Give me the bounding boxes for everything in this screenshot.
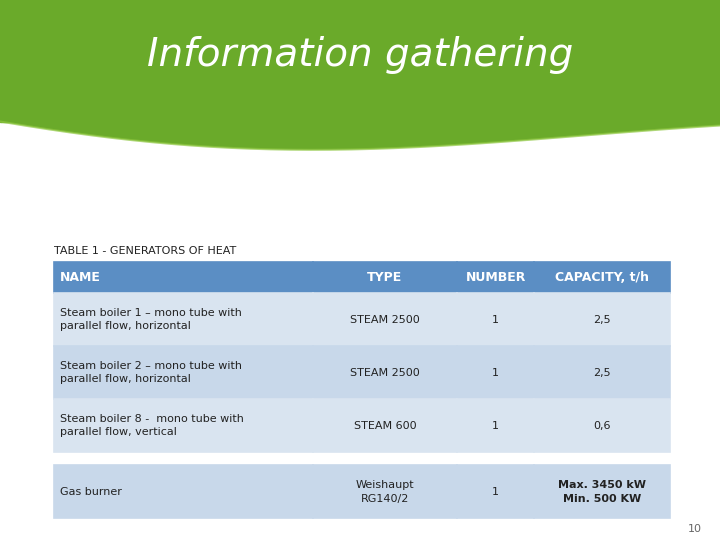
Text: 0,6: 0,6 bbox=[593, 421, 611, 430]
Text: STEAM 600: STEAM 600 bbox=[354, 421, 416, 430]
Bar bbox=[312, 399, 457, 452]
Text: 1: 1 bbox=[492, 315, 499, 325]
Text: Information gathering: Information gathering bbox=[147, 36, 573, 75]
Text: Max. 3450 kW
Min. 500 KW: Max. 3450 kW Min. 500 KW bbox=[558, 481, 646, 503]
Text: 2,5: 2,5 bbox=[593, 368, 611, 377]
Bar bbox=[312, 262, 457, 293]
Text: NUMBER: NUMBER bbox=[466, 271, 526, 284]
Bar bbox=[312, 346, 457, 399]
Text: 2,5: 2,5 bbox=[593, 315, 611, 325]
Text: NAME: NAME bbox=[60, 271, 101, 284]
Text: 1: 1 bbox=[492, 368, 499, 377]
Text: TABLE 1 - GENERATORS OF HEAT: TABLE 1 - GENERATORS OF HEAT bbox=[54, 246, 236, 256]
Text: 1: 1 bbox=[492, 487, 499, 497]
Text: Gas burner: Gas burner bbox=[60, 487, 122, 497]
Bar bbox=[54, 465, 312, 518]
Bar bbox=[457, 293, 534, 346]
Bar bbox=[534, 465, 670, 518]
Bar bbox=[457, 346, 534, 399]
Text: CAPACITY, t/h: CAPACITY, t/h bbox=[555, 271, 649, 284]
Bar bbox=[312, 293, 457, 346]
Bar bbox=[534, 346, 670, 399]
Bar bbox=[534, 399, 670, 452]
Bar bbox=[0, 0, 720, 122]
Bar bbox=[312, 465, 457, 518]
Bar bbox=[534, 262, 670, 293]
Text: STEAM 2500: STEAM 2500 bbox=[350, 368, 420, 377]
Text: 10: 10 bbox=[688, 523, 702, 534]
Text: 1: 1 bbox=[492, 421, 499, 430]
Text: Steam boiler 1 – mono tube with
parallel flow, horizontal: Steam boiler 1 – mono tube with parallel… bbox=[60, 308, 242, 331]
Bar bbox=[54, 346, 312, 399]
Bar bbox=[457, 465, 534, 518]
Bar bbox=[457, 399, 534, 452]
Bar bbox=[54, 262, 312, 293]
Bar bbox=[54, 293, 312, 346]
Text: STEAM 2500: STEAM 2500 bbox=[350, 315, 420, 325]
Bar bbox=[54, 399, 312, 452]
Text: TYPE: TYPE bbox=[367, 271, 402, 284]
Text: Weishaupt
RG140/2: Weishaupt RG140/2 bbox=[356, 481, 414, 503]
Polygon shape bbox=[0, 0, 720, 150]
Text: Steam boiler 2 – mono tube with
parallel flow, horizontal: Steam boiler 2 – mono tube with parallel… bbox=[60, 361, 242, 384]
Bar bbox=[457, 262, 534, 293]
Bar bbox=[534, 293, 670, 346]
Text: Steam boiler 8 -  mono tube with
parallel flow, vertical: Steam boiler 8 - mono tube with parallel… bbox=[60, 414, 243, 437]
